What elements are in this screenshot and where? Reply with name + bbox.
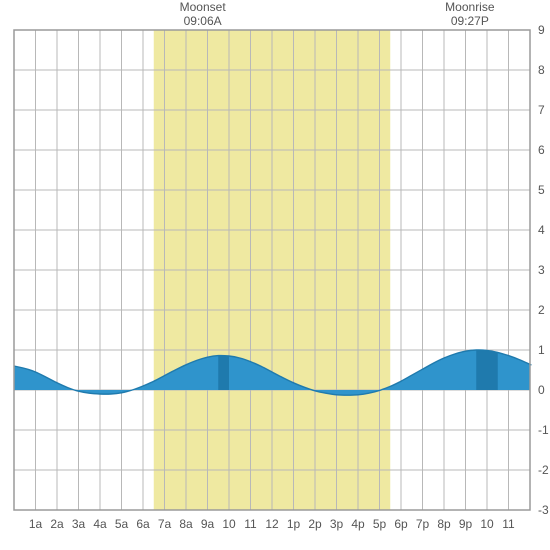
svg-text:0: 0 xyxy=(538,383,545,397)
svg-text:9: 9 xyxy=(538,23,545,37)
moonset-label-text: Moonset xyxy=(180,0,226,14)
svg-text:3: 3 xyxy=(538,263,545,277)
svg-text:6p: 6p xyxy=(394,517,408,531)
svg-text:9a: 9a xyxy=(201,517,215,531)
svg-text:4: 4 xyxy=(538,223,545,237)
svg-text:7: 7 xyxy=(538,103,545,117)
svg-text:7a: 7a xyxy=(158,517,172,531)
svg-text:2a: 2a xyxy=(50,517,64,531)
svg-text:5a: 5a xyxy=(115,517,129,531)
svg-text:-1: -1 xyxy=(538,423,549,437)
svg-text:6a: 6a xyxy=(136,517,150,531)
svg-text:1a: 1a xyxy=(29,517,43,531)
svg-text:1: 1 xyxy=(538,343,545,357)
svg-text:5: 5 xyxy=(538,183,545,197)
svg-text:8: 8 xyxy=(538,63,545,77)
svg-text:2p: 2p xyxy=(308,517,322,531)
svg-text:9p: 9p xyxy=(459,517,473,531)
svg-text:8a: 8a xyxy=(179,517,193,531)
chart-svg: -3-2-101234567891a2a3a4a5a6a7a8a9a101112… xyxy=(0,0,550,550)
svg-text:12: 12 xyxy=(265,517,279,531)
svg-text:8p: 8p xyxy=(437,517,451,531)
moonset-time: 09:06A xyxy=(180,14,226,28)
svg-text:5p: 5p xyxy=(373,517,387,531)
tide-chart: -3-2-101234567891a2a3a4a5a6a7a8a9a101112… xyxy=(0,0,550,550)
svg-text:4p: 4p xyxy=(351,517,365,531)
svg-text:3p: 3p xyxy=(330,517,344,531)
svg-text:3a: 3a xyxy=(72,517,86,531)
svg-text:1p: 1p xyxy=(287,517,301,531)
svg-text:10: 10 xyxy=(222,517,236,531)
svg-text:4a: 4a xyxy=(93,517,107,531)
svg-text:2: 2 xyxy=(538,303,545,317)
svg-text:11: 11 xyxy=(244,517,257,531)
svg-text:-2: -2 xyxy=(538,463,549,477)
svg-text:10: 10 xyxy=(480,517,494,531)
svg-text:7p: 7p xyxy=(416,517,430,531)
moonrise-label-text: Moonrise xyxy=(445,0,494,14)
svg-text:11: 11 xyxy=(502,517,515,531)
svg-text:6: 6 xyxy=(538,143,545,157)
moonset-label: Moonset 09:06A xyxy=(180,0,226,29)
svg-text:-3: -3 xyxy=(538,503,549,517)
moonrise-label: Moonrise 09:27P xyxy=(445,0,494,29)
moonrise-time: 09:27P xyxy=(445,14,494,28)
